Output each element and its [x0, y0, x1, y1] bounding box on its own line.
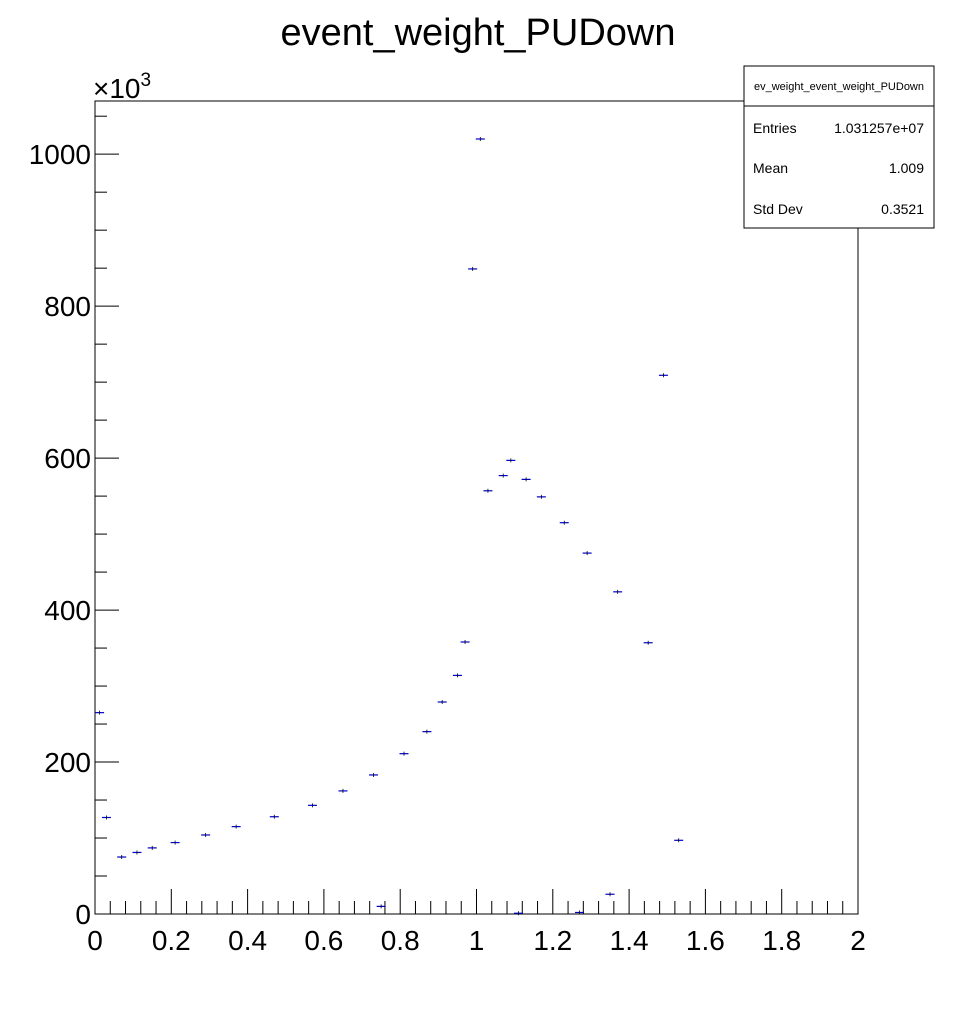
data-point — [437, 700, 447, 705]
data-point — [117, 855, 127, 860]
x-tick-label: 1.6 — [686, 925, 725, 956]
data-point — [170, 840, 180, 845]
data-point — [147, 845, 157, 850]
x-axis: 0 0.2 0.4 0.6 0.8 1 1.2 1.4 1.6 1.8 2 — [87, 889, 866, 956]
data-point — [613, 589, 623, 594]
data-point — [269, 814, 279, 819]
x-tick-label: 0.2 — [152, 925, 191, 956]
y-tick-label: 200 — [44, 747, 91, 778]
x-tick-label: 2 — [850, 925, 866, 956]
data-point — [307, 803, 317, 808]
data-point — [201, 832, 211, 837]
x-tick-label: 0.4 — [228, 925, 267, 956]
data-point — [452, 673, 462, 678]
data-point — [521, 477, 531, 482]
data-point — [498, 473, 508, 478]
y-tick-label: 800 — [44, 291, 91, 322]
y-axis-multiplier: ×103 — [93, 70, 151, 104]
stats-stddev-label: Std Dev — [753, 201, 803, 217]
x-tick-label: 1.8 — [762, 925, 801, 956]
y-axis: 0 200 400 600 800 1000 — [29, 115, 119, 930]
data-point — [376, 904, 386, 909]
y-multiplier-exponent: 3 — [141, 70, 152, 91]
data-point — [674, 838, 684, 843]
chart-title: event_weight_PUDown — [280, 12, 675, 54]
data-markers — [95, 136, 684, 916]
x-tick-label: 0.6 — [304, 925, 343, 956]
x-tick-label: 0.8 — [381, 925, 420, 956]
data-point — [559, 520, 569, 525]
data-point — [536, 494, 546, 499]
stats-stddev-value: 0.3521 — [881, 201, 924, 217]
stats-entries-label: Entries — [753, 120, 797, 136]
stats-box: ev_weight_event_weight_PUDown Entries 1.… — [743, 65, 935, 229]
data-point — [605, 892, 615, 897]
data-point — [575, 910, 585, 915]
data-point — [101, 815, 111, 820]
data-point — [468, 266, 478, 271]
data-point — [658, 373, 668, 378]
x-tick-label: 1 — [469, 925, 485, 956]
x-tick-label: 1.4 — [610, 925, 649, 956]
data-point — [132, 850, 142, 855]
stats-mean-value: 1.009 — [889, 160, 924, 176]
y-tick-label: 400 — [44, 595, 91, 626]
data-point — [513, 911, 523, 916]
y-tick-label: 600 — [44, 443, 91, 474]
stats-box-title: ev_weight_event_weight_PUDown — [754, 81, 924, 93]
data-point — [422, 729, 432, 734]
data-point — [399, 751, 409, 756]
stats-mean-label: Mean — [753, 160, 788, 176]
data-point — [338, 788, 348, 793]
y-tick-label: 0 — [75, 899, 91, 930]
data-point — [483, 488, 493, 493]
data-point — [368, 772, 378, 777]
stats-entries-value: 1.031257e+07 — [834, 120, 924, 136]
data-point — [460, 639, 470, 644]
x-tick-label: 1.2 — [533, 925, 572, 956]
data-point — [475, 136, 485, 141]
y-multiplier-base: ×10 — [93, 73, 141, 104]
stats-box-frame — [743, 65, 935, 229]
x-tick-label: 0 — [87, 925, 103, 956]
data-point — [506, 458, 516, 463]
y-tick-label: 1000 — [29, 139, 91, 170]
data-point — [582, 551, 592, 556]
data-point — [643, 640, 653, 645]
data-point — [231, 824, 241, 829]
data-point — [95, 710, 105, 715]
